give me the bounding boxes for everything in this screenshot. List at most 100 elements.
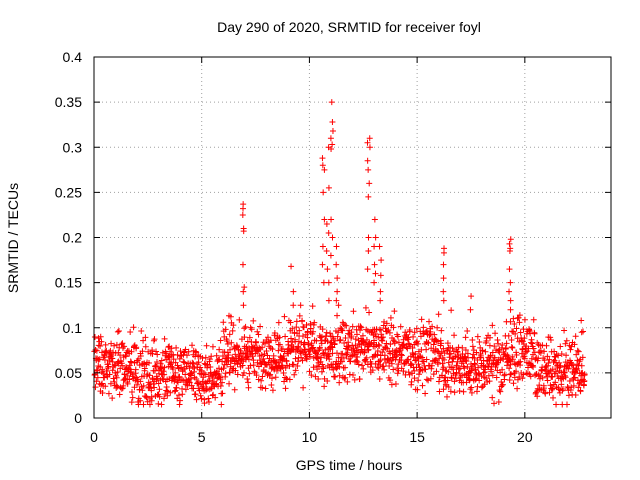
data-point <box>576 380 583 387</box>
data-point <box>422 366 429 373</box>
data-point <box>393 353 400 360</box>
data-point <box>218 401 225 408</box>
data-point <box>423 356 430 363</box>
data-point <box>452 353 459 360</box>
data-point <box>109 367 116 374</box>
data-point <box>304 334 311 341</box>
data-point <box>323 248 330 255</box>
data-point <box>447 350 454 357</box>
data-point <box>377 272 384 279</box>
data-point <box>168 360 175 367</box>
data-point <box>110 375 117 382</box>
data-point <box>556 386 563 393</box>
data-point <box>510 380 517 387</box>
data-point <box>390 337 397 344</box>
data-point <box>177 397 184 404</box>
data-point <box>495 399 502 406</box>
data-point <box>493 374 500 381</box>
data-point <box>355 361 362 368</box>
y-axis-label: SRMTID / TECUs <box>5 183 21 293</box>
data-point <box>139 387 146 394</box>
data-point <box>331 373 338 380</box>
data-point <box>513 368 520 375</box>
data-point <box>264 352 271 359</box>
data-point <box>318 333 325 340</box>
data-point <box>509 344 516 351</box>
data-point <box>364 157 371 164</box>
data-point <box>495 340 502 347</box>
data-point <box>324 266 331 273</box>
data-point <box>257 323 264 330</box>
data-point <box>156 386 163 393</box>
data-point <box>333 261 340 268</box>
data-point <box>418 316 425 323</box>
data-point <box>366 135 373 142</box>
data-point <box>255 331 262 338</box>
axis-ticks: 0 5 10 15 20 0 0.05 0.1 0.15 0.2 0.25 0.3 0.35 0.4 <box>55 49 611 445</box>
data-point <box>517 358 524 365</box>
data-point <box>128 389 135 396</box>
data-point <box>414 338 421 345</box>
data-point <box>242 323 249 330</box>
data-point <box>327 135 334 142</box>
data-point <box>334 275 341 282</box>
data-point <box>121 371 128 378</box>
data-point <box>379 337 386 344</box>
data-point <box>377 288 384 295</box>
y-tick-label: 0 <box>74 410 82 426</box>
data-point <box>364 266 371 273</box>
data-point <box>221 349 228 356</box>
data-point <box>329 141 336 148</box>
data-point <box>517 329 524 336</box>
data-point <box>292 355 299 362</box>
data-point <box>213 352 220 359</box>
data-point <box>319 162 326 169</box>
data-point <box>321 383 328 390</box>
data-point <box>101 374 108 381</box>
data-point <box>463 358 470 365</box>
data-point <box>116 391 123 398</box>
data-point <box>305 346 312 353</box>
data-point <box>137 397 144 404</box>
data-point <box>342 374 349 381</box>
data-point <box>528 336 535 343</box>
data-point <box>578 329 585 336</box>
data-point <box>206 356 213 363</box>
data-point <box>290 288 297 295</box>
data-point <box>161 364 168 371</box>
data-point <box>367 363 374 370</box>
data-point <box>328 216 335 223</box>
data-point <box>549 385 556 392</box>
data-point <box>259 373 266 380</box>
data-point <box>459 372 466 379</box>
data-point <box>256 357 263 364</box>
data-point <box>191 365 198 372</box>
data-point <box>521 355 528 362</box>
data-point <box>93 366 100 373</box>
data-point <box>339 350 346 357</box>
data-point <box>151 336 158 343</box>
data-point <box>429 323 436 330</box>
data-point <box>119 362 126 369</box>
data-point <box>565 365 572 372</box>
data-point <box>149 350 156 357</box>
data-point <box>193 396 200 403</box>
data-point <box>578 317 585 324</box>
data-point <box>519 375 526 382</box>
data-point <box>222 326 229 333</box>
data-point <box>254 328 261 335</box>
y-tick-label: 0.1 <box>63 320 83 336</box>
data-point <box>224 337 231 344</box>
data-point <box>118 385 125 392</box>
data-point <box>197 364 204 371</box>
data-point <box>378 337 385 344</box>
data-point <box>307 353 314 360</box>
data-point <box>290 361 297 368</box>
data-point <box>142 393 149 400</box>
data-point <box>114 328 121 335</box>
data-point <box>453 369 460 376</box>
data-point <box>240 369 247 376</box>
data-point <box>307 325 314 332</box>
data-point <box>193 376 200 383</box>
